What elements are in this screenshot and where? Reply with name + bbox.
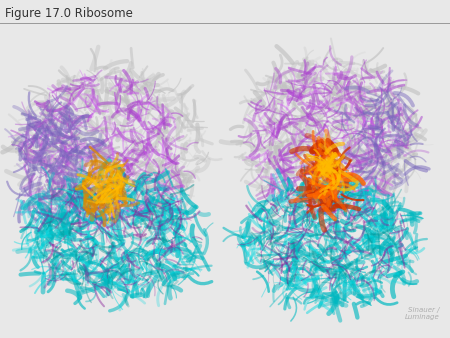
Text: Figure 17.0 Ribosome: Figure 17.0 Ribosome bbox=[5, 7, 133, 20]
Text: Sinauer /
Luminage: Sinauer / Luminage bbox=[405, 307, 440, 320]
